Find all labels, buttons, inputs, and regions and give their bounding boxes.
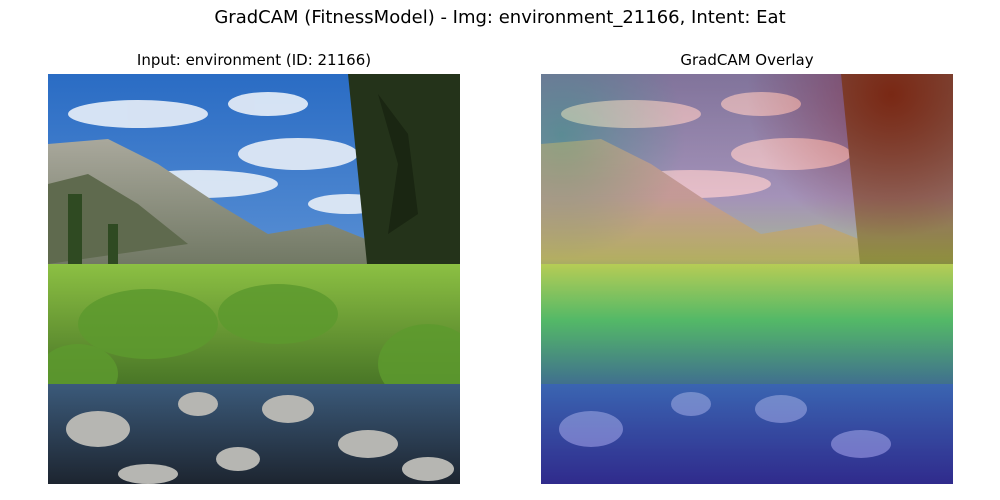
figure-title: GradCAM (FitnessModel) - Img: environmen… xyxy=(214,7,786,28)
landscape-photo xyxy=(48,74,460,484)
gradcam-overlay-image xyxy=(541,74,953,484)
overlay-panel-title: GradCAM Overlay xyxy=(680,51,814,69)
input-image xyxy=(48,74,460,484)
input-panel-title: Input: environment (ID: 21166) xyxy=(136,51,372,69)
landscape-photo-copy xyxy=(541,74,953,484)
